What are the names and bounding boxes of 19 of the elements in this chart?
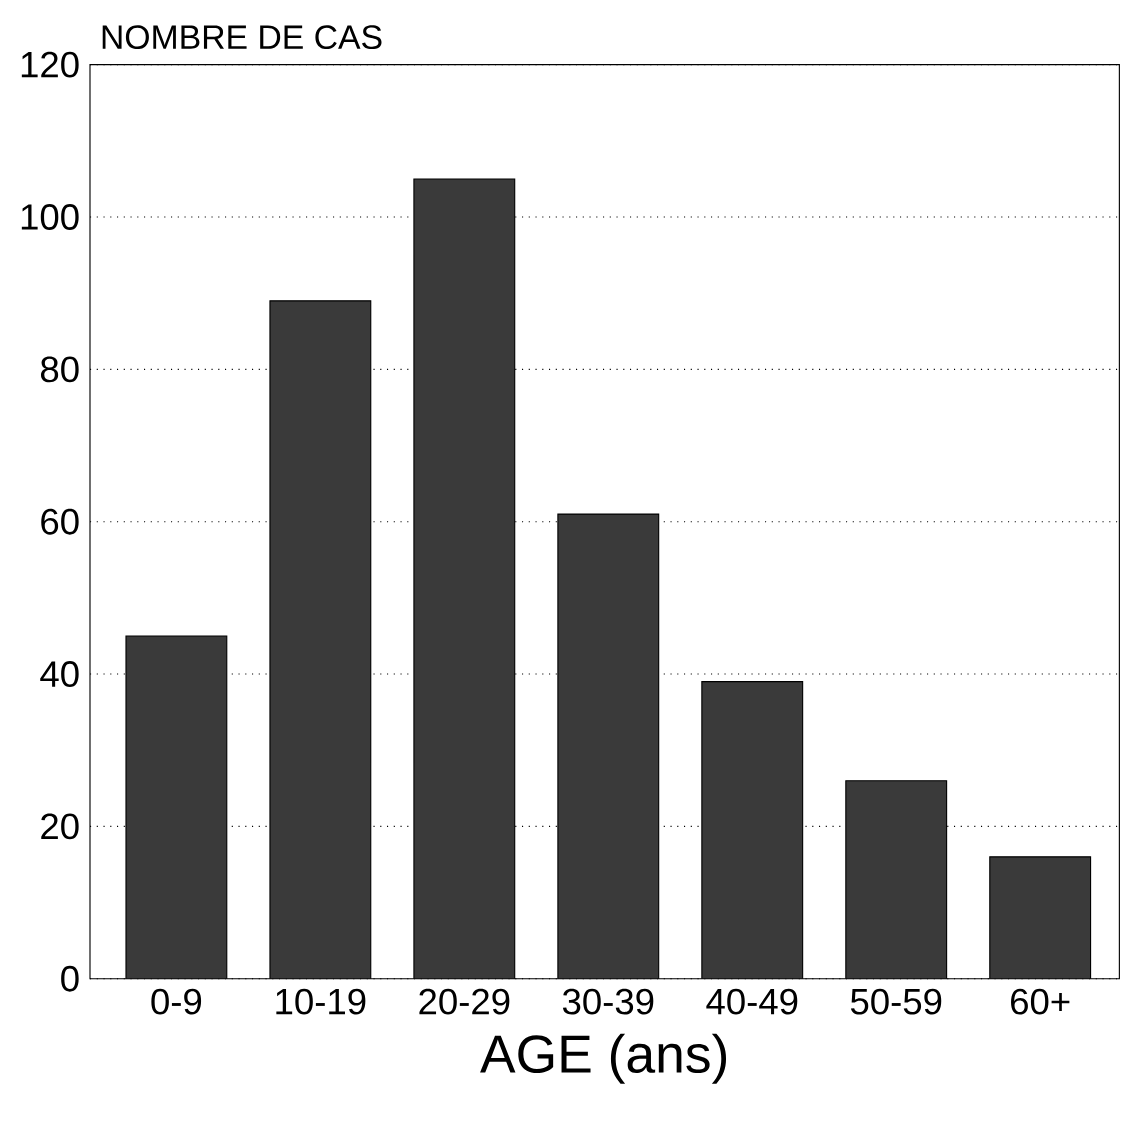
y-tick-label: 120 bbox=[21, 51, 79, 78]
x-tick-label: 50-59 bbox=[850, 988, 942, 1015]
bar bbox=[701, 681, 804, 979]
y-tick-label: 20 bbox=[41, 813, 79, 840]
x-tick-label: 10-19 bbox=[276, 988, 366, 1015]
bar bbox=[413, 178, 516, 979]
y-tick-label: 80 bbox=[40, 356, 79, 383]
y-tick-label: 60 bbox=[41, 508, 79, 535]
x-tick-label: 30-39 bbox=[562, 988, 654, 1015]
x-tick-label: 60+ bbox=[1011, 988, 1070, 1015]
y-tick-label: 0 bbox=[61, 965, 79, 992]
x-tick-label: 40-49 bbox=[706, 988, 798, 1015]
bar bbox=[989, 856, 1092, 979]
x-tick-label: 0-9 bbox=[151, 988, 202, 1015]
x-axis-title: AGE (ans) bbox=[480, 1033, 727, 1084]
y-tick-label: 40 bbox=[40, 661, 79, 687]
y-tick-label: 100 bbox=[21, 203, 79, 230]
x-tick-label: 20-29 bbox=[419, 988, 510, 1015]
y-axis-title: NOMBRE DE CAS bbox=[102, 25, 382, 50]
